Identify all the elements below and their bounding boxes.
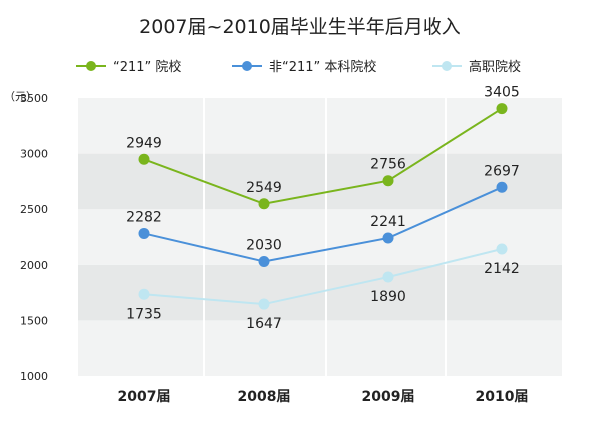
x-tick-label: 2007届: [118, 389, 171, 405]
data-label: 2697: [484, 163, 520, 179]
series-lines: [138, 103, 508, 310]
y-tick-label: 3000: [20, 148, 48, 161]
data-label: 1890: [370, 289, 406, 305]
y-tick-label: 1000: [20, 370, 48, 383]
data-point: [382, 271, 394, 283]
series-line: [143, 248, 503, 306]
series-line: [143, 107, 503, 205]
data-point: [258, 255, 270, 267]
data-label: 2756: [370, 157, 406, 173]
data-label: 2282: [126, 209, 162, 225]
data-point: [496, 181, 508, 193]
x-tick-label: 2008届: [238, 389, 291, 405]
plot-band: [78, 98, 562, 154]
data-label: 1735: [126, 306, 162, 322]
x-tick-label: 2010届: [476, 389, 529, 405]
series-line: [143, 186, 503, 263]
data-point: [258, 198, 270, 210]
data-point: [138, 153, 150, 165]
y-tick-label: 2500: [20, 203, 48, 216]
x-axis-ticks: 2007届 2008届 2009届 2010届: [118, 389, 529, 405]
data-point: [382, 175, 394, 187]
chart-title: 2007届~2010届毕业生半年后月收入: [139, 16, 461, 38]
legend-label: 非“211” 本科院校: [269, 59, 376, 75]
plot-band: [78, 320, 562, 376]
data-labels: 2949 2549 2756 3405 2282 2030 2241 2697 1735 1647…: [126, 85, 520, 332]
y-axis-unit-label: （元）: [4, 90, 37, 103]
legend-label: “211” 院校: [113, 59, 181, 75]
data-label: 3405: [484, 85, 520, 101]
data-point: [258, 298, 270, 310]
data-label: 2142: [484, 261, 520, 277]
legend-marker: [242, 61, 252, 71]
data-label: 2949: [126, 135, 162, 151]
y-axis-ticks: 1000 1500 2000 2500 3000 3500: [20, 92, 48, 383]
legend-label: 高职院校: [469, 59, 521, 75]
legend-marker: [86, 61, 96, 71]
y-tick-label: 2000: [20, 259, 48, 272]
data-point: [382, 232, 394, 244]
legend-marker: [442, 61, 452, 71]
y-tick-label: 3500: [20, 92, 48, 105]
data-label: 1647: [246, 316, 282, 332]
x-tick-label: 2009届: [362, 389, 415, 405]
data-point: [138, 227, 150, 239]
data-point: [496, 103, 508, 115]
plot-band: [78, 153, 562, 210]
data-label: 2549: [246, 180, 282, 196]
legend: “211” 院校 非“211” 本科院校 高职院校: [76, 59, 521, 75]
y-tick-label: 1500: [20, 314, 48, 327]
data-label: 2030: [246, 237, 282, 253]
data-label: 2241: [370, 214, 406, 230]
data-point: [496, 243, 508, 255]
data-point: [138, 288, 150, 300]
